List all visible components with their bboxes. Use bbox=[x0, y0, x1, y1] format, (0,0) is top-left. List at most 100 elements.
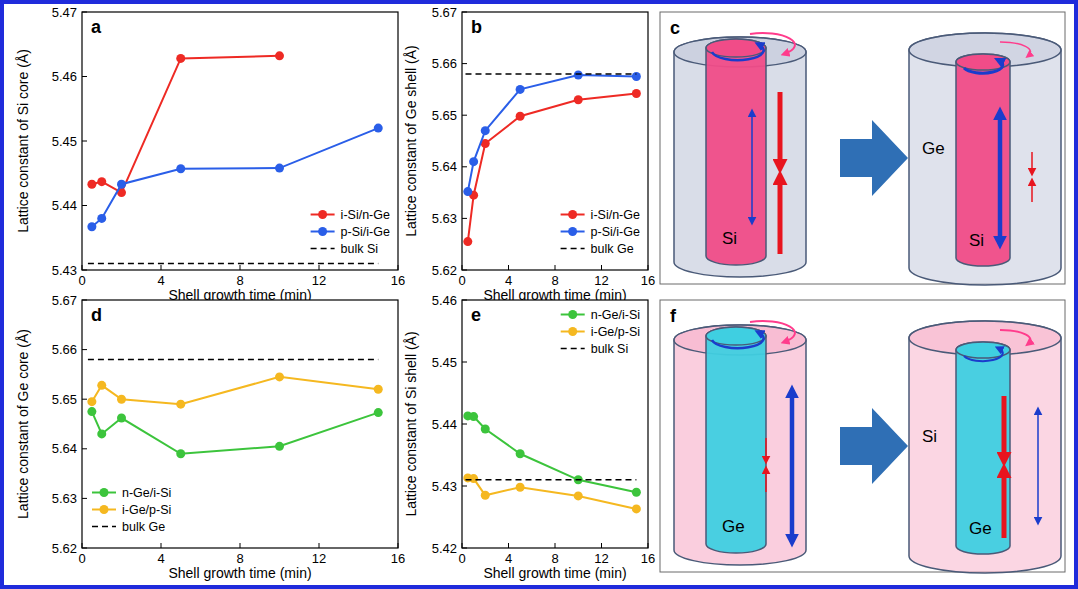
legend-swatch bbox=[561, 348, 585, 350]
y-tick bbox=[462, 486, 467, 487]
y-tick bbox=[462, 166, 467, 167]
shear-arrow bbox=[750, 33, 795, 54]
y-tick-label: 5.65 bbox=[52, 392, 77, 407]
data-point bbox=[481, 126, 490, 135]
data-point bbox=[481, 491, 490, 500]
data-point bbox=[632, 488, 641, 497]
legend-swatch bbox=[561, 248, 585, 250]
cylinder-body bbox=[706, 327, 766, 553]
plot-frame bbox=[82, 12, 398, 270]
x-tick bbox=[508, 543, 509, 548]
y-tick bbox=[82, 270, 87, 271]
data-group bbox=[463, 70, 641, 246]
x-tick-label: 12 bbox=[594, 551, 608, 566]
x-tick-label: 16 bbox=[641, 551, 655, 566]
data-point bbox=[469, 474, 478, 483]
shear-arrow bbox=[964, 60, 1003, 73]
data-point bbox=[87, 222, 96, 231]
x-tick-label: 16 bbox=[391, 273, 405, 288]
x-axis-title: Shell growth time (min) bbox=[168, 565, 311, 581]
x-tick bbox=[161, 543, 162, 548]
x-tick bbox=[601, 265, 602, 270]
series-line bbox=[468, 478, 637, 509]
data-point bbox=[516, 449, 525, 458]
y-tick bbox=[82, 399, 87, 400]
y-tick bbox=[462, 63, 467, 64]
x-tick-label: 4 bbox=[157, 551, 164, 566]
data-group bbox=[463, 411, 641, 513]
legend-label: bulk Si bbox=[591, 342, 629, 356]
chart-panel: 5.425.435.445.455.460481216Shell growth … bbox=[403, 293, 656, 582]
panel-letter: d bbox=[91, 305, 102, 325]
shear-arrow bbox=[1000, 330, 1031, 344]
x-tick bbox=[161, 265, 162, 270]
data-point bbox=[574, 70, 583, 79]
x-tick-label: 4 bbox=[505, 551, 512, 566]
y-tick-label: 5.45 bbox=[432, 355, 457, 370]
data-point bbox=[87, 180, 96, 189]
data-point bbox=[469, 157, 478, 166]
data-point bbox=[516, 483, 525, 492]
shear-arrow bbox=[750, 321, 795, 342]
core-label: Ge bbox=[722, 517, 745, 536]
legend-swatch bbox=[311, 248, 335, 250]
y-tick-label: 5.64 bbox=[432, 159, 457, 174]
legend-marker bbox=[568, 327, 577, 336]
y-tick-label: 5.45 bbox=[52, 134, 77, 149]
transition-arrow bbox=[840, 408, 908, 484]
shear-arrow bbox=[964, 348, 1003, 361]
strain-arrow bbox=[1031, 181, 1033, 202]
shell-label: Si bbox=[922, 427, 937, 446]
series-line bbox=[92, 377, 378, 404]
y-axis-title: Lattice constant of Si core (Å) bbox=[15, 49, 31, 233]
x-axis-title: Shell growth time (min) bbox=[483, 565, 626, 581]
legend-label: n-Ge/i-Si bbox=[591, 308, 640, 322]
x-tick bbox=[82, 543, 83, 548]
x-tick-label: 16 bbox=[391, 551, 405, 566]
diagram-frame bbox=[660, 12, 1065, 284]
y-tick bbox=[462, 300, 467, 301]
y-tick-label: 5.66 bbox=[52, 342, 77, 357]
legend-label: i-Si/n-Ge bbox=[591, 208, 640, 222]
data-point bbox=[97, 381, 106, 390]
x-tick bbox=[601, 543, 602, 548]
x-tick bbox=[462, 265, 463, 270]
x-tick-label: 16 bbox=[641, 273, 655, 288]
y-axis-title: Lattice constant of Ge shell (Å) bbox=[403, 45, 419, 236]
legend-label: bulk Si bbox=[341, 242, 379, 256]
panel-letter: f bbox=[670, 306, 677, 326]
x-tick bbox=[398, 543, 399, 548]
x-tick-label: 0 bbox=[458, 273, 465, 288]
core-label: Si bbox=[969, 231, 984, 250]
y-tick-label: 5.65 bbox=[432, 108, 457, 123]
legend-label: i-Ge/p-Si bbox=[122, 503, 171, 517]
y-tick-label: 5.67 bbox=[432, 5, 457, 20]
strain-arrow bbox=[765, 438, 767, 461]
y-tick bbox=[82, 205, 87, 206]
y-tick-label: 5.67 bbox=[52, 293, 77, 308]
data-point bbox=[574, 95, 583, 104]
data-point bbox=[97, 177, 106, 186]
data-group bbox=[87, 360, 382, 459]
plot-frame bbox=[82, 300, 398, 548]
data-point bbox=[374, 124, 383, 133]
y-tick-label: 5.62 bbox=[432, 263, 457, 278]
data-point bbox=[632, 504, 641, 513]
y-tick-label: 5.43 bbox=[52, 263, 77, 278]
legend: n-Ge/i-Sii-Ge/p-Sibulk Si bbox=[561, 308, 640, 356]
panel-letter: c bbox=[670, 18, 680, 38]
strain-arrow bbox=[998, 112, 1003, 244]
data-group bbox=[87, 51, 382, 263]
data-point bbox=[176, 449, 185, 458]
legend-marker bbox=[568, 310, 577, 319]
series-line bbox=[88, 359, 378, 361]
legend-marker bbox=[100, 488, 109, 497]
strain-arrow bbox=[751, 112, 753, 222]
x-tick-label: 4 bbox=[505, 273, 512, 288]
data-point bbox=[632, 89, 641, 98]
y-tick bbox=[82, 448, 87, 449]
cylinder-body bbox=[674, 325, 806, 565]
panel-letter: a bbox=[91, 17, 102, 37]
data-point bbox=[97, 214, 106, 223]
x-tick bbox=[319, 265, 320, 270]
